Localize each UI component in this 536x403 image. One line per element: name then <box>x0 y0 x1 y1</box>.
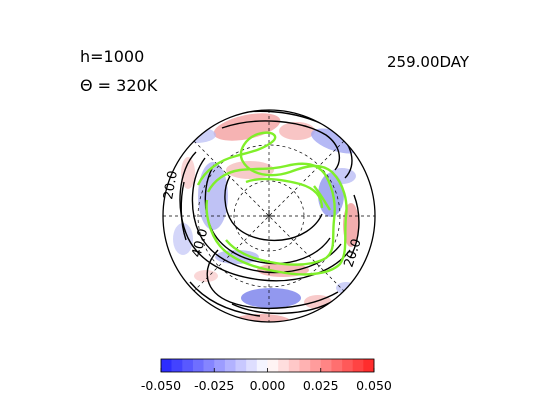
colorbar-cell <box>214 359 226 372</box>
negative-anomaly <box>241 288 301 308</box>
colorbar-cells <box>161 359 375 372</box>
positive-anomaly <box>194 270 218 282</box>
colorbar-cell <box>235 359 247 372</box>
negative-anomaly <box>318 173 344 217</box>
colorbar-cell <box>161 359 172 372</box>
colorbar-cell <box>310 359 322 372</box>
colorbar-cell <box>267 359 279 372</box>
colorbar-cell <box>299 359 311 372</box>
colorbar-tick-label: -0.025 <box>194 378 234 393</box>
colorbar-tick-label: -0.050 <box>141 378 181 393</box>
colorbar-tick-label: 0.025 <box>303 378 339 393</box>
negative-anomaly <box>328 168 356 184</box>
colorbar-cell <box>246 359 258 372</box>
map-boundary <box>162 109 376 323</box>
height-label: h=1000 <box>80 47 144 66</box>
positive-anomaly <box>231 314 291 322</box>
colorbar-cell <box>171 359 183 372</box>
colorbar-cell <box>363 359 375 372</box>
colorbar-cell <box>182 359 194 372</box>
positive-anomaly <box>181 157 195 189</box>
colorbar-cell <box>278 359 290 372</box>
time-label: 259.00DAY <box>387 53 470 71</box>
colorbar-ticks: -0.050 -0.025 0.000 0.025 0.050 <box>141 368 392 393</box>
polar-map: 20.0 40.0 20.0 <box>161 109 376 323</box>
colorbar-tick-label: 0.050 <box>356 378 392 393</box>
negative-anomaly <box>173 223 193 255</box>
colorbar: -0.050 -0.025 0.000 0.025 0.050 <box>141 358 392 393</box>
theta-label: Θ = 320K <box>80 76 158 95</box>
colorbar-cell <box>203 359 215 372</box>
contour-label: 20.0 <box>161 170 181 201</box>
colorbar-cell <box>320 359 332 372</box>
colorbar-cell <box>352 359 364 372</box>
negative-anomaly <box>311 128 361 154</box>
contour-label: 40.0 <box>189 227 211 259</box>
colorbar-cell <box>192 359 204 372</box>
green-contours <box>196 131 348 276</box>
colorbar-cell <box>342 359 353 372</box>
negative-anomaly <box>176 127 216 143</box>
colorbar-cell <box>331 359 343 372</box>
negative-anomaly <box>198 162 228 230</box>
colorbar-cell <box>224 359 236 372</box>
pole-marker <box>263 210 275 222</box>
graticule <box>163 110 375 322</box>
colorbar-tick-label: 0.000 <box>250 378 286 393</box>
colorbar-cell <box>256 359 268 372</box>
colorbar-cell <box>288 359 300 372</box>
